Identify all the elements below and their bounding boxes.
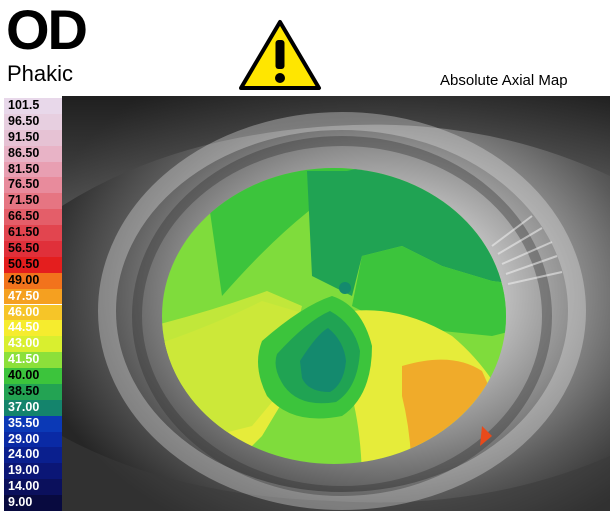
scale-item: 49.00 (4, 272, 62, 289)
scale-item: 66.50 (4, 209, 62, 226)
scale-item: 24.00 (4, 447, 62, 464)
scale-item: 76.50 (4, 177, 62, 194)
eye-topography-image (62, 96, 610, 511)
scale-item: 41.50 (4, 352, 62, 369)
scale-item: 47.50 (4, 288, 62, 305)
scale-item: 29.00 (4, 431, 62, 448)
scale-item: 86.50 (4, 145, 62, 162)
scale-item: 38.50 (4, 383, 62, 400)
scale-item: 14.00 (4, 479, 62, 496)
scale-item: 19.00 (4, 463, 62, 480)
scale-item: 81.50 (4, 161, 62, 178)
scale-item: 9.00 (4, 495, 62, 511)
scale-item: 96.50 (4, 113, 62, 130)
scale-item: 50.50 (4, 256, 62, 273)
scale-item: 61.50 (4, 225, 62, 241)
map-type-label: Absolute Axial Map (440, 72, 568, 89)
scale-item: 71.50 (4, 193, 62, 210)
lens-status-label: Phakic (7, 61, 74, 86)
eye-label: OD (6, 0, 88, 61)
scale-item: 46.00 (4, 304, 62, 321)
scale-item: 40.00 (4, 368, 62, 384)
scale-item: 91.50 (4, 129, 62, 146)
scale-item: 37.00 (4, 399, 62, 416)
scale-item: 35.50 (4, 415, 62, 432)
color-scale-legend: 101.5 96.50 91.50 86.50 81.50 76.50 71.50 66.50… (4, 98, 62, 511)
scale-item: 43.00 (4, 336, 62, 353)
scale-item: 56.50 (4, 240, 62, 257)
warning-triangle-icon (239, 20, 321, 90)
scale-item: 44.50 (4, 320, 62, 337)
scale-item: 101.5 (4, 98, 62, 114)
